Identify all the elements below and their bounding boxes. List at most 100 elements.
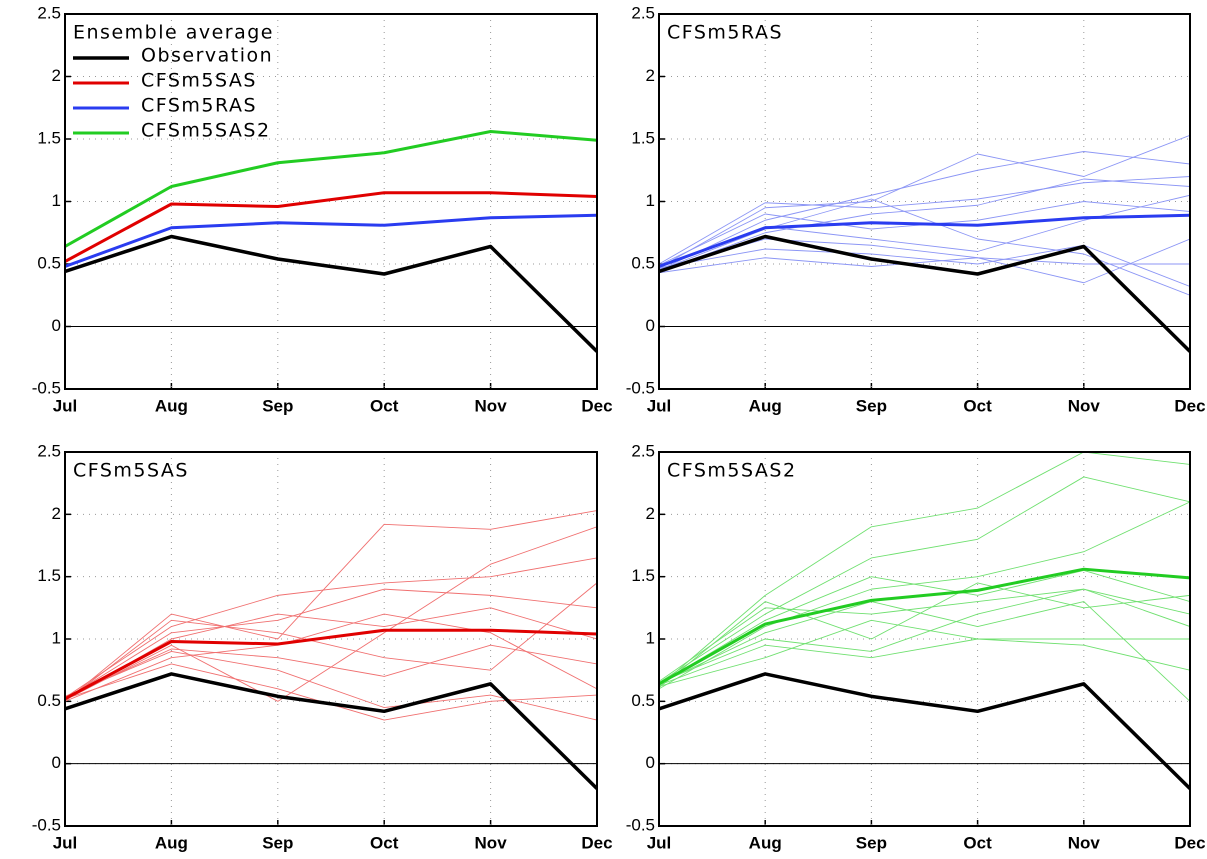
series-line <box>65 588 597 700</box>
panel: -0.5 0 0.5 1 1.5 2 2.5 Jul Aug Sep Oct Nov Dec CFSm5R… <box>626 3 1206 415</box>
x-tick-label: Jul <box>647 396 672 415</box>
series-line <box>65 672 597 790</box>
panel: -0.5 0 0.5 1 1.5 2 2.5 Jul Aug Sep Oct Nov Dec CFSm5S… <box>626 441 1206 852</box>
x-tick-label: Jul <box>53 396 78 415</box>
series-line <box>659 213 1190 268</box>
series-line <box>659 672 1190 790</box>
y-tick-label: 2.5 <box>631 3 655 22</box>
y-tick-label: 1.5 <box>631 566 655 585</box>
y-tick-label: -0.5 <box>32 815 61 834</box>
series-line <box>65 130 597 248</box>
series-line <box>659 176 1190 265</box>
y-tick-label: 1 <box>646 628 655 647</box>
y-tick-label: 1 <box>646 191 655 210</box>
y-tick-label: 1.5 <box>37 566 61 585</box>
legend-label: Observation <box>141 45 273 67</box>
x-tick-label: Nov <box>475 833 508 852</box>
y-tick-label: 0.5 <box>37 253 61 272</box>
panel-title: CFSm5SAS <box>73 460 189 482</box>
series-line <box>659 476 1190 684</box>
series-line <box>65 607 597 701</box>
series-line <box>659 244 1190 287</box>
x-tick-label: Sep <box>262 833 293 852</box>
x-tick-label: Oct <box>370 396 399 415</box>
y-tick-label: 0 <box>646 316 655 335</box>
x-tick-label: Aug <box>749 396 782 415</box>
series-line <box>659 178 1190 272</box>
series-line <box>659 501 1190 690</box>
y-tick-label: 0 <box>646 753 655 772</box>
x-tick-label: Sep <box>856 833 887 852</box>
series-line <box>659 134 1190 269</box>
x-tick-label: Jul <box>53 833 78 852</box>
series-line <box>659 582 1190 688</box>
panel: -0.5 0 0.5 1 1.5 2 2.5 Jul Aug Sep Oct Nov Dec CFSm5S… <box>32 441 613 852</box>
x-tick-label: Aug <box>155 833 188 852</box>
y-tick-label: -0.5 <box>626 815 655 834</box>
x-tick-label: Aug <box>749 833 782 852</box>
legend-label: CFSm5SAS2 <box>141 120 271 142</box>
series-line <box>659 619 1190 687</box>
series-line <box>659 569 1190 685</box>
panel: -0.5 0 0.5 1 1.5 2 2.5 Jul Aug Sep Oct Nov Dec Ensemb… <box>32 3 613 415</box>
x-tick-label: Nov <box>1068 396 1101 415</box>
y-tick-label: 1 <box>52 628 61 647</box>
series-line <box>65 557 597 698</box>
series-line <box>65 613 597 702</box>
y-tick-label: 1.5 <box>37 128 61 147</box>
x-tick-label: Oct <box>963 833 992 852</box>
y-tick-label: 2 <box>646 504 655 523</box>
y-tick-label: 2.5 <box>37 441 61 460</box>
panel-title: Ensemble average <box>73 22 274 44</box>
x-tick-label: Nov <box>475 396 508 415</box>
series-line <box>659 588 1190 682</box>
y-tick-label: 0 <box>52 316 61 335</box>
series-line <box>65 213 597 268</box>
x-tick-label: Nov <box>1068 833 1101 852</box>
series-line <box>659 588 1190 684</box>
y-tick-label: 2 <box>52 66 61 85</box>
x-tick-label: Dec <box>1174 396 1205 415</box>
x-tick-label: Sep <box>262 396 293 415</box>
series-line <box>659 234 1190 353</box>
y-tick-label: 0.5 <box>631 691 655 710</box>
plot-frame <box>64 13 598 390</box>
series-line <box>659 638 1190 686</box>
y-tick-label: 2 <box>646 66 655 85</box>
x-tick-label: Dec <box>1174 833 1205 852</box>
legend-label: CFSm5SAS <box>141 70 257 92</box>
y-tick-label: 1 <box>52 191 61 210</box>
y-tick-label: 0 <box>52 753 61 772</box>
plot-frame <box>658 13 1191 390</box>
x-tick-label: Oct <box>963 396 992 415</box>
series-line <box>65 191 597 263</box>
y-tick-label: -0.5 <box>32 378 61 397</box>
y-tick-label: 0.5 <box>37 691 61 710</box>
series-line <box>65 644 597 699</box>
series-line <box>65 628 597 701</box>
x-tick-label: Dec <box>581 396 612 415</box>
series-line <box>65 510 597 702</box>
y-tick-label: 1.5 <box>631 128 655 147</box>
panel-title: CFSm5SAS2 <box>667 460 797 482</box>
series-line <box>659 151 1190 271</box>
x-tick-label: Oct <box>370 833 399 852</box>
plot-frame <box>64 451 598 827</box>
x-tick-label: Aug <box>155 396 188 415</box>
panel-title: CFSm5RAS <box>667 22 783 44</box>
series-line <box>65 526 597 702</box>
series-line <box>659 567 1190 686</box>
plot-frame <box>658 451 1191 827</box>
y-tick-label: -0.5 <box>626 378 655 397</box>
y-tick-label: 2.5 <box>37 3 61 22</box>
x-tick-label: Sep <box>856 396 887 415</box>
series-line <box>659 238 1190 284</box>
y-tick-label: 0.5 <box>631 253 655 272</box>
x-tick-label: Jul <box>647 833 672 852</box>
series-line <box>65 234 597 353</box>
series-line <box>659 198 1190 296</box>
series-line <box>65 582 597 702</box>
legend-label: CFSm5RAS <box>141 95 257 117</box>
series-line <box>659 452 1190 687</box>
